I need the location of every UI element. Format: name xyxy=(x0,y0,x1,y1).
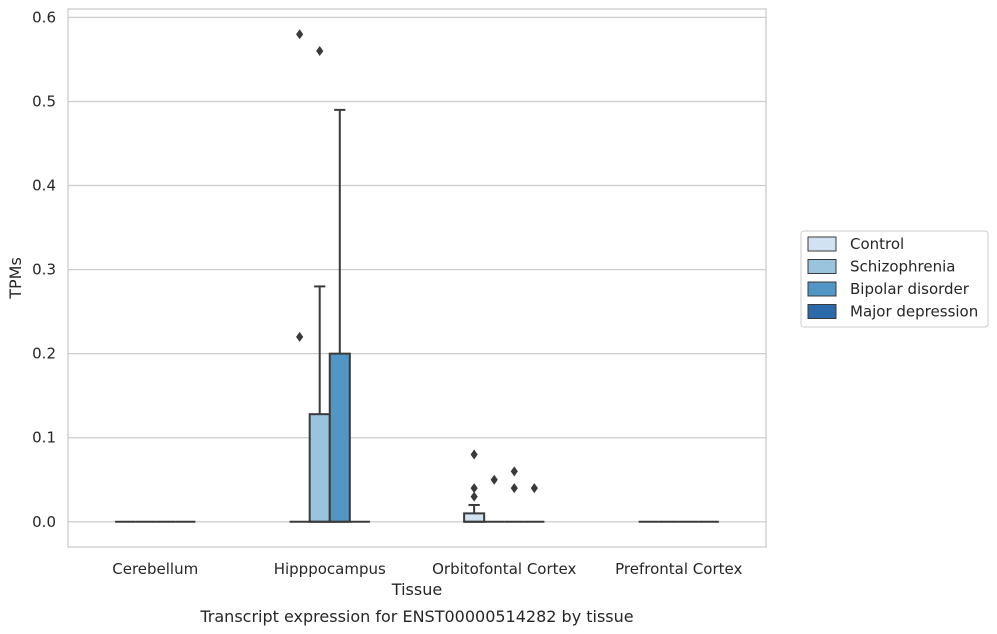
outlier-point xyxy=(470,483,478,494)
legend-swatch xyxy=(807,281,837,297)
plot-frame xyxy=(67,8,767,548)
y-tick-label: 0.5 xyxy=(32,92,56,110)
outlier-point xyxy=(296,29,304,40)
y-tick-label: 0.1 xyxy=(32,429,56,447)
outlier-point xyxy=(510,466,518,477)
outlier-point xyxy=(530,483,538,494)
gridlines xyxy=(68,16,766,523)
y-tick-label: 0.3 xyxy=(32,261,56,279)
x-tick-label: Orbitofontal Cortex xyxy=(432,560,576,578)
legend-label: Bipolar disorder xyxy=(850,280,970,298)
y-tick-label: 0.4 xyxy=(32,177,56,195)
y-axis-label: TPMs xyxy=(6,257,25,300)
legend-label: Major depression xyxy=(850,303,978,321)
y-tick-label: 0.0 xyxy=(32,513,56,531)
x-tick-labels: Cerebellum Hipppocampus Orbitofontal Corte… xyxy=(112,560,742,578)
box xyxy=(308,413,331,523)
chart-title: Transcript expression for ENST0000051428… xyxy=(199,607,633,626)
outlier-point xyxy=(470,449,478,460)
outlier-point xyxy=(316,46,324,57)
outlier-point xyxy=(510,483,518,494)
boxes xyxy=(115,108,719,523)
legend-swatch xyxy=(807,304,837,319)
x-tick-label: Cerebellum xyxy=(112,560,198,578)
legend: Control Schizophrenia Bipolar disorder Majo… xyxy=(800,230,989,328)
x-axis-label: Tissue xyxy=(391,580,442,599)
outliers xyxy=(296,29,538,502)
box xyxy=(328,352,351,523)
x-tick-label: Hipppocampus xyxy=(274,560,386,578)
x-tick-label: Prefrontal Cortex xyxy=(615,560,742,578)
legend-label: Control xyxy=(850,235,904,253)
y-tick-labels: 0.0 0.1 0.2 0.3 0.4 0.5 0.6 xyxy=(32,8,56,530)
outlier-point xyxy=(490,474,498,485)
box xyxy=(463,512,486,523)
legend-swatch xyxy=(807,236,837,252)
legend-swatch xyxy=(807,259,837,274)
legend-label: Schizophrenia xyxy=(850,258,955,276)
y-tick-label: 0.2 xyxy=(32,345,56,363)
outlier-point xyxy=(296,331,304,342)
y-tick-label: 0.6 xyxy=(32,8,56,26)
legend-frame xyxy=(800,230,989,328)
outlier-point xyxy=(470,491,478,502)
